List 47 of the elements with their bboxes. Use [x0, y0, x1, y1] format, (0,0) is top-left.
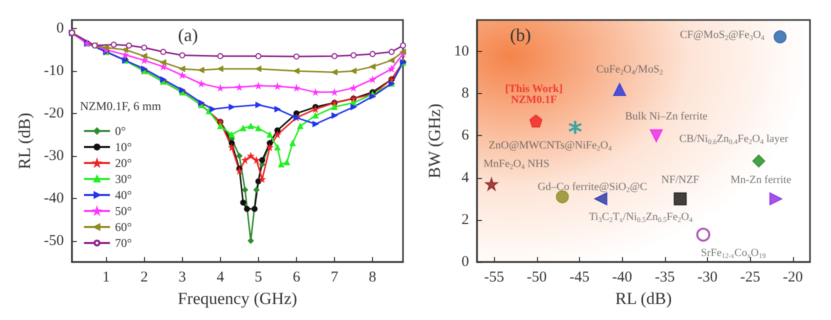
- legend-label: 10°: [115, 140, 132, 154]
- x-tick-label: -40: [612, 270, 632, 286]
- x-tick-label: -50: [526, 270, 547, 286]
- x-tick-label: -55: [484, 270, 504, 286]
- x-tick-label: -30: [698, 270, 718, 286]
- annotation: (a): [178, 25, 198, 45]
- series-label: NF/NZF: [661, 174, 700, 186]
- x-tick-label: 5: [254, 270, 262, 286]
- series-label: [This Work] NZM0.1F: [505, 83, 563, 106]
- y-tick-label: -40: [44, 190, 64, 206]
- x-tick-label: -45: [569, 270, 590, 286]
- x-tick-label: -25: [740, 270, 760, 286]
- x-tick-label: 2: [140, 270, 148, 286]
- x-tick-label: 7: [330, 270, 339, 286]
- y-tick-label: 0: [56, 20, 64, 36]
- x-tick-label: 8: [368, 270, 376, 286]
- x-tick-label: -35: [654, 270, 675, 286]
- y-tick-label: -50: [44, 232, 64, 249]
- legend-label: 40°: [115, 188, 132, 202]
- y-tick-label: -10: [44, 62, 64, 79]
- legend-label: 0°: [115, 124, 126, 138]
- y-tick-label: 0: [462, 254, 469, 270]
- x-tick-label: 4: [216, 270, 225, 286]
- y-tick-label: -30: [44, 148, 64, 164]
- y-tick-label: 4: [462, 170, 470, 186]
- annotation: NZM0.1F, 6 mm: [80, 99, 162, 113]
- legend-label: 70°: [115, 236, 132, 250]
- x-tick-label: -20: [782, 270, 803, 286]
- x-tick-label: 6: [292, 270, 301, 286]
- y-tick-label: 8: [462, 86, 469, 102]
- x-axis-title: RL (dB): [615, 288, 672, 308]
- series-label: Bulk Ni–Zn ferrite: [625, 110, 708, 123]
- legend-label: 20°: [115, 156, 132, 170]
- y-axis-title: BW (GHz): [425, 104, 444, 178]
- y-tick-label: 6: [462, 128, 470, 144]
- y-tick-label: 2: [462, 212, 469, 228]
- legend-label: 50°: [115, 204, 132, 218]
- y-axis-title: RL (dB): [15, 112, 34, 170]
- annotation: (b): [510, 25, 531, 45]
- series-label: Mn-Zn ferrite: [730, 174, 792, 186]
- x-axis-title: Frequency (GHz): [178, 288, 298, 308]
- x-tick-label: 1: [102, 270, 110, 286]
- legend-label: 60°: [115, 220, 132, 234]
- x-tick-label: 3: [178, 270, 186, 286]
- y-tick-label: 10: [454, 44, 469, 60]
- y-tick-label: -20: [44, 105, 64, 122]
- legend-label: 30°: [115, 172, 132, 186]
